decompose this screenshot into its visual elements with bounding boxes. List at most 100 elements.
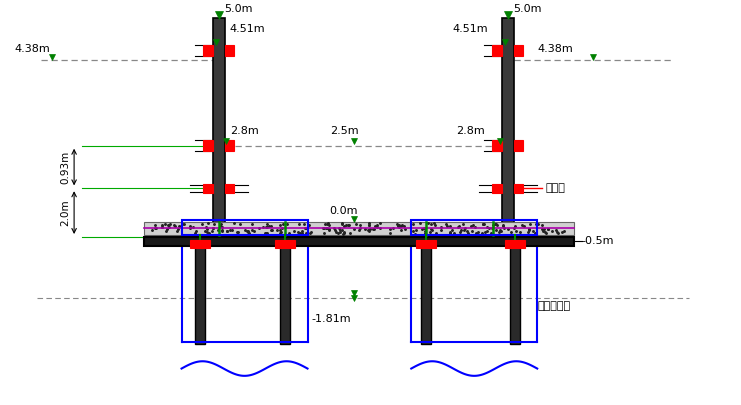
- Point: [419, 225, 431, 231]
- Point: [207, 225, 219, 231]
- Point: [542, 225, 554, 232]
- Point: [213, 227, 225, 233]
- Point: [410, 226, 422, 233]
- Point: [455, 227, 467, 233]
- Point: [370, 222, 382, 228]
- Point: [425, 226, 437, 232]
- Point: [150, 224, 162, 231]
- Point: [527, 228, 539, 234]
- Point: [156, 224, 167, 230]
- Text: 4.38m: 4.38m: [15, 44, 50, 54]
- Point: [338, 229, 350, 235]
- Point: [398, 223, 410, 230]
- Point: [281, 221, 293, 227]
- Point: [523, 226, 535, 232]
- Point: [469, 223, 481, 230]
- Point: [190, 228, 202, 234]
- Point: [222, 228, 233, 234]
- Point: [476, 221, 488, 227]
- Point: [322, 220, 334, 226]
- Bar: [190, 240, 210, 248]
- Point: [490, 220, 502, 227]
- Bar: [213, 18, 225, 235]
- Point: [333, 224, 345, 231]
- Point: [496, 222, 508, 228]
- Point: [442, 223, 453, 230]
- Point: [261, 229, 273, 236]
- Point: [321, 225, 333, 232]
- Point: [551, 228, 562, 235]
- Point: [393, 224, 405, 230]
- Point: [242, 228, 253, 234]
- Point: [485, 225, 497, 232]
- Bar: [144, 237, 574, 246]
- Point: [536, 228, 548, 234]
- Point: [489, 220, 501, 227]
- Text: 加劲箍: 加劲箍: [545, 183, 565, 193]
- Point: [169, 223, 181, 229]
- Point: [273, 230, 285, 236]
- Point: [214, 223, 226, 229]
- Point: [342, 222, 354, 228]
- Point: [354, 224, 366, 231]
- Point: [185, 225, 196, 231]
- Text: 5.0m: 5.0m: [225, 4, 253, 14]
- Point: [299, 230, 311, 237]
- Point: [452, 224, 464, 230]
- Point: [453, 222, 465, 229]
- Point: [190, 230, 202, 237]
- Point: [523, 226, 535, 232]
- Bar: [416, 240, 436, 248]
- Point: [260, 224, 272, 230]
- Point: [444, 229, 456, 235]
- Point: [163, 224, 175, 230]
- Text: 4.51m: 4.51m: [230, 24, 265, 34]
- Point: [363, 220, 375, 226]
- Point: [529, 229, 541, 236]
- Point: [323, 226, 335, 232]
- Text: 0.0m: 0.0m: [330, 206, 358, 216]
- Point: [266, 226, 278, 233]
- Point: [392, 223, 404, 229]
- Point: [330, 229, 342, 235]
- Point: [340, 222, 352, 229]
- Point: [481, 228, 493, 234]
- Point: [259, 229, 270, 236]
- Bar: [492, 184, 502, 193]
- Point: [242, 229, 253, 235]
- Point: [276, 225, 288, 231]
- Point: [207, 225, 219, 231]
- Point: [387, 224, 399, 231]
- Point: [201, 226, 213, 233]
- Text: 2.8m: 2.8m: [456, 126, 485, 136]
- Point: [481, 224, 493, 230]
- Point: [294, 230, 306, 237]
- Point: [384, 230, 396, 236]
- Point: [419, 225, 431, 231]
- Point: [317, 225, 329, 232]
- Point: [429, 222, 441, 228]
- Point: [556, 229, 568, 236]
- Point: [208, 221, 220, 228]
- Text: 2.8m: 2.8m: [230, 126, 259, 136]
- Point: [354, 222, 366, 228]
- Point: [329, 227, 341, 233]
- Point: [332, 230, 344, 237]
- Point: [392, 222, 404, 229]
- Bar: [203, 184, 213, 193]
- Text: -1.81m: -1.81m: [311, 314, 350, 324]
- Point: [391, 221, 403, 228]
- Point: [257, 224, 269, 230]
- Bar: [492, 140, 502, 151]
- Point: [465, 223, 476, 229]
- Bar: [144, 222, 574, 235]
- Point: [318, 230, 330, 237]
- Bar: [203, 45, 213, 56]
- Point: [168, 221, 180, 228]
- Point: [165, 221, 176, 227]
- Point: [462, 230, 473, 236]
- Point: [542, 226, 554, 233]
- Point: [505, 228, 517, 235]
- Bar: [421, 246, 431, 344]
- Point: [336, 220, 348, 226]
